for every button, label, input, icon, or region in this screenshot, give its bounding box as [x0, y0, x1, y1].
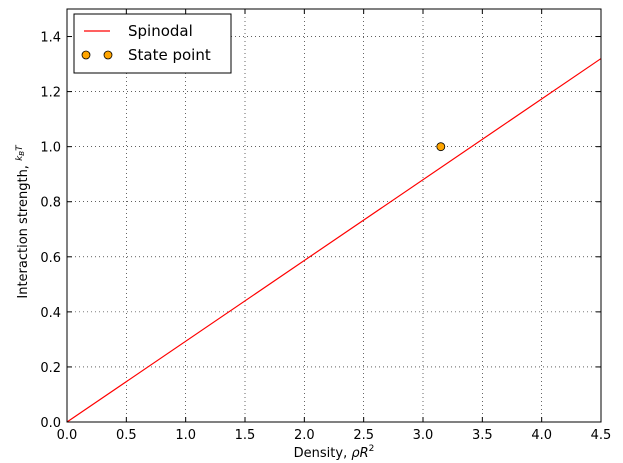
y-tick-label: 0.8 [40, 196, 61, 211]
x-tick-label: 1.0 [175, 428, 196, 443]
y-tick-label: 1.2 [40, 86, 61, 101]
spinodal-line [66, 58, 602, 423]
y-tick-label: 0.4 [40, 306, 61, 321]
x-tick-label: 4.5 [591, 428, 612, 443]
plot-frame [66, 8, 602, 423]
y-tick-label: 0.6 [40, 251, 61, 266]
x-axis-label: Density, ρR2 [294, 444, 375, 461]
series-layer [66, 58, 602, 423]
y-tick-label: 1.4 [40, 31, 61, 46]
x-tick-label: 0.0 [57, 428, 78, 443]
x-tick-label: 3.0 [413, 428, 434, 443]
x-tick-label: 1.5 [235, 428, 256, 443]
legend-marker-swatch [103, 50, 113, 60]
ticks: 0.0 0.5 1.0 1.5 2.0 2.5 3.0 3.5 4.0 4.5 0.0 0.2 0.4 0… [40, 9, 611, 443]
legend-marker-swatch [81, 50, 91, 60]
x-tick-label: 2.0 [294, 428, 315, 443]
legend-box [73, 13, 232, 74]
y-axis-label: Interaction strength, kBT [15, 144, 31, 299]
y-tick-label: 0.0 [40, 416, 61, 431]
x-tick-label: 0.5 [116, 428, 137, 443]
legend-label-state-point: State point [128, 46, 211, 64]
state-point-marker [436, 142, 446, 152]
y-tick-label: 0.2 [40, 361, 61, 376]
y-tick-label: 1.0 [40, 141, 61, 156]
legend-label-spinodal: Spinodal [128, 22, 193, 40]
x-tick-label: 4.0 [531, 428, 552, 443]
x-tick-label: 2.5 [353, 428, 374, 443]
grid [67, 9, 601, 422]
legend: Spinodal State point [73, 13, 232, 74]
x-tick-label: 3.5 [472, 428, 493, 443]
